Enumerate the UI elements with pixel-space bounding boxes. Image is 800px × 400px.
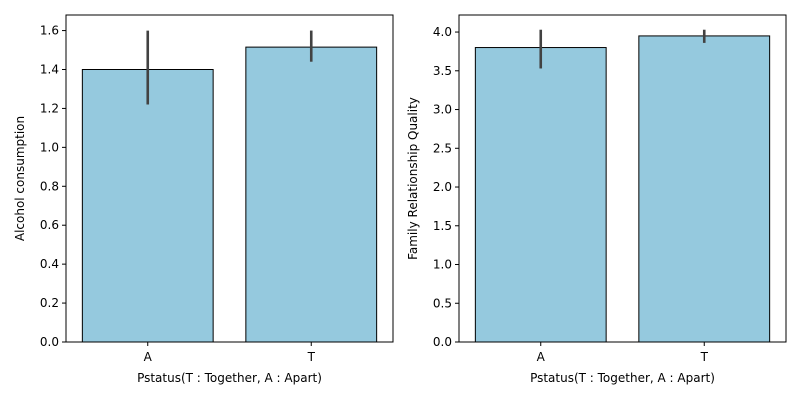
x-tick-label: T	[700, 350, 709, 364]
x-axis-label: Pstatus(T : Together, A : Apart)	[530, 371, 715, 385]
chart-family-relationship-quality: 0.0 0.5 1.0 1.5 2.0 2.5 3.0 3.5 4.0 A T Pstatus(T :…	[406, 14, 787, 385]
y-tick-label: 0.4	[40, 257, 59, 271]
y-axis-label: Family Relationship Quality	[406, 97, 420, 260]
x-axis-label: Pstatus(T : Together, A : Apart)	[137, 371, 322, 385]
x-tick-label: T	[307, 350, 316, 364]
y-tick-label: 4.0	[433, 25, 452, 39]
y-tick-label: 0.0	[433, 335, 452, 349]
y-tick-label: 3.0	[433, 103, 452, 117]
y-tick-label: 1.2	[40, 101, 59, 115]
y-tick-label: 1.4	[40, 63, 59, 77]
bar-A	[81, 69, 214, 343]
y-tick-label: 1.6	[40, 24, 59, 38]
chart-alcohol-consumption: 0.0 0.2 0.4 0.6 0.8 1.0 1.2 1.4 1.6 A T Pstatus(T :…	[13, 14, 394, 385]
y-tick-label: 0.2	[40, 296, 59, 310]
y-tick-label: 1.0	[433, 258, 452, 272]
y-tick-label: 2.5	[433, 141, 452, 155]
y-tick-label: 1.5	[433, 219, 452, 233]
bar-T	[638, 35, 771, 343]
y-tick-label: 2.0	[433, 180, 452, 194]
y-tick-label: 0.5	[433, 296, 452, 310]
y-axis-label: Alcohol consumption	[13, 116, 27, 241]
axes-frame	[458, 14, 787, 343]
bar-T	[245, 46, 378, 343]
y-tick-label: 0.6	[40, 218, 59, 232]
y-tick-label: 3.5	[433, 64, 452, 78]
axes-frame	[65, 14, 394, 343]
y-tick-label: 0.8	[40, 179, 59, 193]
y-tick-label: 1.0	[40, 140, 59, 154]
bar-A	[474, 47, 607, 343]
x-tick-label: A	[144, 350, 153, 364]
y-tick-label: 0.0	[40, 335, 59, 349]
x-tick-label: A	[537, 350, 546, 364]
